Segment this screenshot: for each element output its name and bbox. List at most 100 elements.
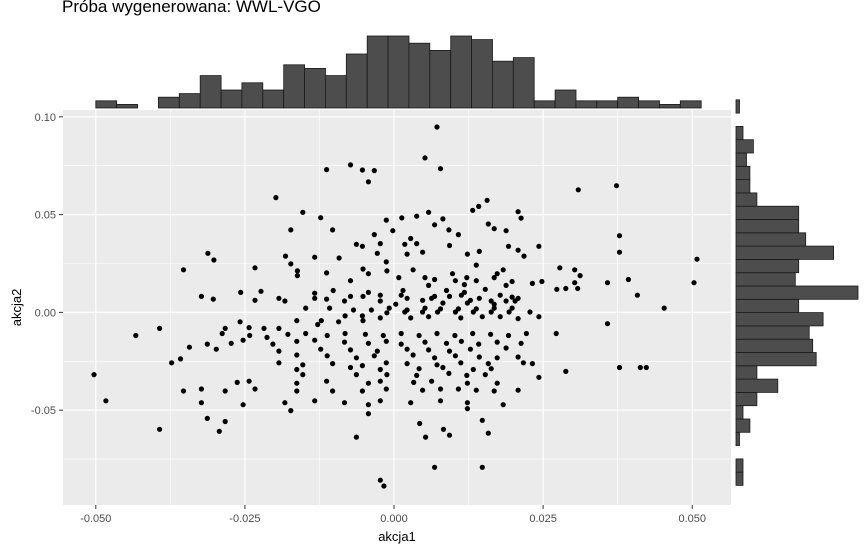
scatter-point	[515, 247, 521, 253]
scatter-point	[464, 380, 470, 386]
scatter-point	[377, 241, 383, 247]
scatter-point	[342, 313, 348, 319]
scatter-point	[432, 464, 438, 470]
x-histogram-bar	[95, 100, 118, 109]
grid-lines	[63, 110, 731, 505]
scatter-point	[616, 233, 623, 239]
scatter-point	[420, 309, 426, 315]
x-tick-label: 0.025	[529, 513, 557, 525]
scatter-point	[353, 434, 359, 440]
scatter-point	[350, 307, 357, 313]
y-axis-title: akcja2	[9, 289, 24, 327]
scatter-point	[365, 411, 371, 417]
scatter-point	[491, 301, 497, 307]
scatter-point	[470, 207, 476, 213]
scatter-point	[365, 179, 371, 185]
scatter-point	[446, 348, 453, 354]
scatter-point	[637, 364, 643, 371]
y-histogram-bar	[735, 378, 779, 393]
scatter-point	[458, 315, 464, 321]
scatter-point	[661, 305, 667, 311]
scatter-point	[347, 364, 354, 371]
x-histogram-bar	[366, 35, 389, 109]
scatter-point	[341, 298, 348, 304]
scatter-point	[604, 321, 611, 327]
x-histogram-bar	[324, 75, 347, 109]
scatter-point	[422, 275, 428, 281]
scatter-point	[318, 318, 324, 324]
scatter-point	[324, 378, 330, 384]
y-histogram-bar	[735, 139, 754, 154]
scatter-point	[258, 288, 264, 294]
x-histogram-bar	[659, 104, 681, 109]
scatter-point	[383, 386, 389, 392]
scatter-point	[353, 241, 359, 247]
scatter-point	[330, 287, 336, 294]
scatter-point	[252, 386, 258, 392]
scatter-point	[572, 280, 578, 286]
scatter-point	[497, 314, 503, 320]
y-marginal-histogram	[735, 99, 859, 486]
y-tick-label: 0.00	[35, 307, 56, 319]
scatter-point	[228, 340, 234, 346]
scatter-point	[509, 305, 515, 311]
scatter-point	[398, 330, 404, 337]
scatter-point	[353, 372, 359, 378]
x-histogram-bar	[491, 60, 514, 109]
scatter-point	[240, 402, 246, 408]
y-histogram-bar	[735, 152, 747, 167]
scatter-point	[452, 353, 458, 359]
chart-title: Próba wygenerowana: WWL-VGO	[62, 0, 321, 16]
x-histogram-bar	[471, 39, 493, 109]
scatter-point	[515, 209, 521, 215]
scatter-point	[449, 271, 456, 277]
scatter-point	[294, 388, 300, 394]
scatter-point	[390, 228, 396, 234]
scatter-point	[157, 325, 163, 331]
y-histogram-bar	[735, 338, 814, 353]
scatter-point	[434, 124, 440, 130]
scatter-point	[371, 353, 377, 359]
x-histogram-bar	[450, 35, 473, 109]
scatter-point	[416, 366, 422, 372]
scatter-point	[440, 216, 446, 222]
scatter-point	[371, 232, 377, 238]
scatter-point	[368, 307, 374, 313]
scatter-point	[458, 292, 464, 298]
x-histogram-bar	[387, 35, 410, 109]
scatter-point	[479, 417, 485, 423]
scatter-point	[434, 362, 440, 368]
scatter-point	[213, 346, 219, 352]
scatter-point	[246, 325, 252, 331]
scatter-point	[426, 282, 432, 288]
scatter-point	[169, 360, 175, 366]
x-histogram-bar	[283, 64, 306, 109]
scatter-point	[240, 337, 246, 343]
scatter-point	[575, 187, 581, 193]
y-histogram-bar	[735, 126, 744, 141]
scatter-point	[509, 278, 515, 285]
scatter-point	[219, 330, 225, 337]
scatter-point	[437, 306, 444, 312]
scatter-point	[377, 378, 383, 384]
scatter-point	[294, 352, 300, 358]
scatter-point	[411, 379, 417, 385]
x-histogram-bar	[554, 89, 577, 109]
y-histogram-bar	[735, 165, 751, 181]
scatter-point	[515, 387, 521, 393]
scatter-point	[381, 483, 387, 489]
scatter-point	[417, 420, 423, 427]
scatter-point	[616, 364, 623, 371]
scatter-point	[494, 339, 500, 345]
scatter-point	[464, 275, 470, 281]
scatter-point	[437, 398, 444, 404]
scatter-point	[294, 318, 300, 324]
x-histogram-bar	[345, 53, 368, 109]
y-tick-label: -0.05	[31, 405, 56, 417]
scatter-point	[393, 301, 399, 307]
scatter-point	[324, 270, 330, 276]
y-histogram-bar	[735, 219, 800, 234]
scatter-point	[485, 430, 491, 436]
scatter-point	[288, 408, 294, 414]
scatter-point	[473, 278, 479, 284]
